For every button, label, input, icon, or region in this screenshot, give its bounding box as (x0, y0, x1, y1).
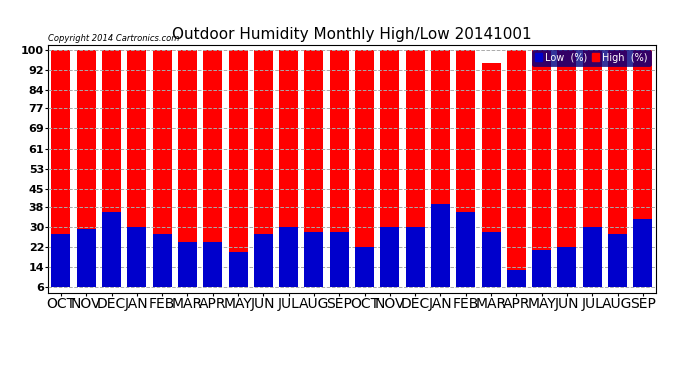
Bar (456, 211, 475, 288)
Bar (330, 50, 348, 288)
Bar (583, 50, 602, 288)
Bar (406, 227, 424, 288)
Bar (406, 50, 424, 288)
Bar (279, 50, 298, 288)
Bar (330, 232, 348, 288)
Bar (558, 247, 576, 288)
Bar (558, 50, 576, 288)
Bar (128, 50, 146, 288)
Bar (583, 227, 602, 288)
Bar (77, 230, 96, 288)
Bar (380, 50, 400, 288)
Bar (279, 227, 298, 288)
Bar (608, 234, 627, 288)
Bar (102, 211, 121, 288)
Title: Outdoor Humidity Monthly High/Low 20141001: Outdoor Humidity Monthly High/Low 201410… (172, 27, 532, 42)
Bar (228, 252, 248, 288)
Bar (507, 50, 526, 288)
Bar (254, 50, 273, 288)
Bar (152, 50, 172, 288)
Bar (431, 204, 450, 288)
Bar (152, 234, 172, 288)
Text: Copyright 2014 Cartronics.com: Copyright 2014 Cartronics.com (48, 33, 179, 42)
Bar (456, 50, 475, 288)
Bar (178, 50, 197, 288)
Bar (254, 234, 273, 288)
Bar (482, 63, 500, 288)
Bar (77, 50, 96, 288)
Bar (128, 227, 146, 288)
Bar (204, 50, 222, 288)
Legend: Low  (%), High  (%): Low (%), High (%) (532, 50, 651, 66)
Bar (482, 232, 500, 288)
Bar (52, 50, 70, 288)
Bar (355, 50, 374, 288)
Bar (52, 234, 70, 288)
Bar (532, 250, 551, 288)
Bar (431, 50, 450, 288)
Bar (633, 50, 652, 288)
Bar (608, 50, 627, 288)
Bar (633, 219, 652, 288)
Bar (178, 242, 197, 288)
Bar (204, 242, 222, 288)
Bar (532, 50, 551, 288)
Bar (304, 50, 324, 288)
Bar (102, 50, 121, 288)
Bar (507, 270, 526, 288)
Bar (380, 227, 400, 288)
Bar (304, 232, 324, 288)
Bar (355, 247, 374, 288)
Bar (228, 50, 248, 288)
